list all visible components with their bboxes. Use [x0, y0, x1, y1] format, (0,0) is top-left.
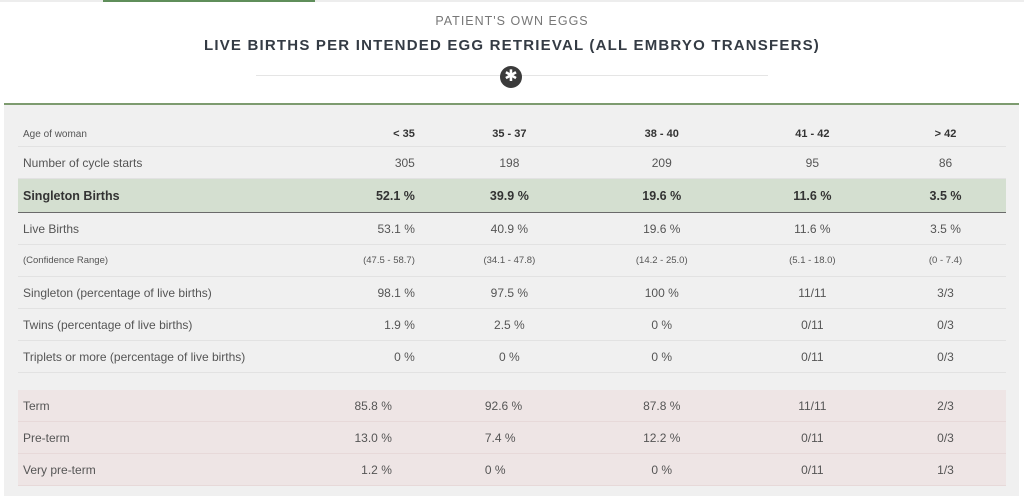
cell-value: 209	[583, 146, 740, 179]
cell-value: 2/3	[885, 390, 1006, 422]
row-label: Pre-term	[18, 421, 271, 454]
cell-value: 198	[434, 146, 584, 179]
age-header: > 42	[885, 122, 1006, 147]
cell-value: 87.8 %	[583, 390, 740, 422]
cell-value: 11/11	[739, 390, 886, 422]
cell-value: 86	[885, 146, 1006, 179]
cell-value: 0 %	[270, 340, 435, 373]
cell-value: 52.1 %	[270, 178, 435, 213]
outcome-row: Pre-term 13.0 % 7.4 % 12.2 % 0/11 0/3	[18, 421, 1006, 454]
cell-value: 0/3	[885, 340, 1006, 373]
cell-value: 98.1 %	[270, 276, 435, 309]
table-row: Live Births 53.1 % 40.9 % 19.6 % 11.6 % …	[18, 212, 1006, 245]
cell-value: 19.6 %	[583, 178, 740, 213]
cell-value: 3/3	[885, 276, 1006, 309]
cell-value: 40.9 %	[434, 212, 584, 245]
cell-value: (34.1 - 47.8)	[434, 244, 584, 277]
cell-value: 11.6 %	[739, 178, 886, 213]
age-header: 41 - 42	[739, 122, 886, 147]
cell-value: 92.6 %	[434, 390, 584, 422]
cell-value: 0/3	[885, 308, 1006, 341]
table-row: Number of cycle starts 305 198 209 95 86	[18, 146, 1006, 179]
cell-value: (47.5 - 58.7)	[270, 244, 435, 277]
outcome-row: Term 85.8 % 92.6 % 87.8 % 11/11 2/3	[18, 390, 1006, 422]
cell-value: 95	[739, 146, 886, 179]
cell-value: 1.9 %	[270, 308, 435, 341]
cell-value: 1.2 %	[270, 453, 435, 486]
row-label: Term	[18, 390, 271, 422]
row-label: (Confidence Range)	[18, 244, 271, 277]
age-label: Age of woman	[18, 122, 271, 147]
cell-value: 7.4 %	[434, 421, 584, 454]
row-label: Number of cycle starts	[18, 146, 271, 179]
cell-value: 3.5 %	[885, 212, 1006, 245]
cell-value: 100 %	[583, 276, 740, 309]
table-row: Twins (percentage of live births) 1.9 % …	[18, 308, 1006, 341]
row-label: Singleton Births	[18, 178, 271, 213]
row-label: Twins (percentage of live births)	[18, 308, 271, 341]
age-header: < 35	[270, 122, 435, 147]
age-header: 35 - 37	[434, 122, 584, 147]
cell-value: 1/3	[885, 453, 1006, 486]
table-row: Triplets or more (percentage of live bir…	[18, 340, 1006, 373]
cell-value: 11/11	[739, 276, 886, 309]
top-tab-rule	[0, 0, 1024, 2]
cell-value: 97.5 %	[434, 276, 584, 309]
cell-value: 0 %	[583, 340, 740, 373]
cell-value: 2.5 %	[434, 308, 584, 341]
asterisk-icon: ✱	[500, 66, 522, 88]
cell-value: 0 %	[434, 340, 584, 373]
cell-value: 0/11	[739, 308, 886, 341]
cell-value: (5.1 - 18.0)	[739, 244, 886, 277]
cell-value: (0 - 7.4)	[885, 244, 1006, 277]
cell-value: 0/11	[739, 421, 886, 454]
statistics-table: Age of woman < 35 35 - 37 38 - 40 41 - 4…	[18, 122, 1006, 486]
cell-value: 39.9 %	[434, 178, 584, 213]
cell-value: 3.5 %	[885, 178, 1006, 213]
row-label: Live Births	[18, 212, 271, 245]
cell-value: 0 %	[583, 453, 740, 486]
cell-value: 0 %	[434, 453, 584, 486]
cell-value: (14.2 - 25.0)	[583, 244, 740, 277]
section-spacer	[18, 373, 1006, 391]
table-row: (Confidence Range) (47.5 - 58.7) (34.1 -…	[18, 244, 1006, 277]
cell-value: 0/11	[739, 453, 886, 486]
table-header-row: Age of woman < 35 35 - 37 38 - 40 41 - 4…	[18, 122, 1006, 147]
cell-value: 305	[270, 146, 435, 179]
cell-value: 11.6 %	[739, 212, 886, 245]
row-label: Triplets or more (percentage of live bir…	[18, 340, 271, 373]
cell-value: 12.2 %	[583, 421, 740, 454]
statistics-panel: Age of woman < 35 35 - 37 38 - 40 41 - 4…	[4, 103, 1019, 496]
cell-value: 0/3	[885, 421, 1006, 454]
singleton-births-row: Singleton Births 52.1 % 39.9 % 19.6 % 11…	[18, 178, 1006, 213]
cell-value: 19.6 %	[583, 212, 740, 245]
active-tab-indicator	[103, 0, 315, 2]
cell-value: 85.8 %	[270, 390, 435, 422]
cell-value: 13.0 %	[270, 421, 435, 454]
row-label: Very pre-term	[18, 453, 271, 486]
row-label: Singleton (percentage of live births)	[18, 276, 271, 309]
cell-value: 0 %	[583, 308, 740, 341]
cell-value: 0/11	[739, 340, 886, 373]
section-eyebrow: PATIENT'S OWN EGGS	[435, 14, 589, 28]
outcome-row: Very pre-term 1.2 % 0 % 0 % 0/11 1/3	[18, 453, 1006, 486]
table-row: Singleton (percentage of live births) 98…	[18, 276, 1006, 309]
cell-value: 53.1 %	[270, 212, 435, 245]
age-header: 38 - 40	[583, 122, 740, 147]
page-title: LIVE BIRTHS PER INTENDED EGG RETRIEVAL (…	[203, 37, 820, 54]
